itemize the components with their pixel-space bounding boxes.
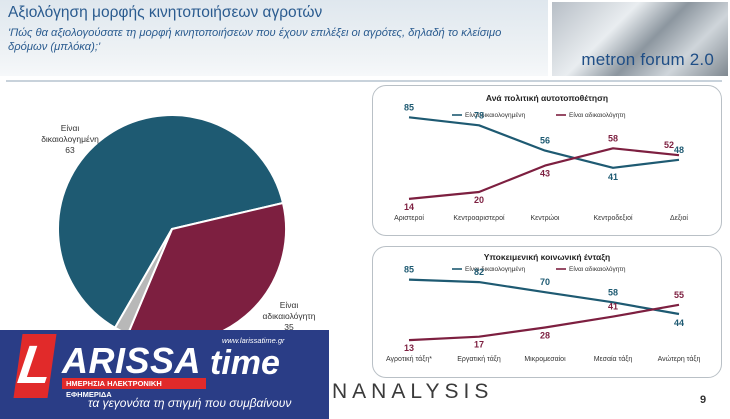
- forum-logo-label: metron forum 2.0: [581, 50, 714, 69]
- chart1-legend-unjustified-label: Είναι αδικαιολόγητη: [569, 111, 626, 119]
- chart2-legend-justified-label: Είναι δικαιολογημένη: [465, 265, 525, 273]
- chart1-data-label: 20: [474, 195, 484, 205]
- chart2-legend: Είναι δικαιολογημένη Είναι αδικαιολόγητη: [452, 265, 626, 273]
- chart2-category-label: Μεσαία τάξη: [594, 355, 633, 363]
- chart1-data-label: 14: [404, 202, 414, 212]
- chart2-data-label: 82: [474, 267, 484, 277]
- chart1-category-label: Κεντροδεξιοί: [593, 214, 633, 222]
- chart1-data-label: 78: [474, 110, 484, 120]
- logo-tagline: τα γεγονότα τη στιγμή που συμβαίνουν: [88, 396, 292, 410]
- chart2-data-label: 70: [540, 277, 550, 287]
- chart1-category-label: Κεντροαριστεροί: [453, 214, 505, 222]
- logo-time-text: time: [210, 344, 280, 382]
- chart1-data-label: 48: [674, 145, 684, 155]
- slide-header: Αξιολόγηση μορφής κινητοποιήσεων αγροτών…: [0, 0, 730, 88]
- pie-chart: Είναι δικαιολογημένη 63 Είναι αδικαιολόγ…: [41, 114, 316, 334]
- pie-label-unjustified-line1: Είναι: [280, 300, 299, 310]
- political-position-panel: Ανά πολιτική αυτοτοποθέτηση Είναι δικαιο…: [372, 85, 722, 236]
- logo-letter: L: [13, 334, 57, 398]
- pie-label-unjustified: Είναι αδικαιολόγητη 35: [263, 300, 316, 332]
- chart1-data-label: 85: [404, 102, 414, 112]
- chart1-legend: Είναι δικαιολογημένη Είναι αδικαιολόγητη: [452, 111, 626, 119]
- chart2-category-label: Αγροτική τάξη*: [386, 355, 432, 363]
- chart2-series-justified-line: [408, 278, 680, 316]
- logo-url: www.larissatime.gr: [222, 336, 285, 345]
- logo-main-text: ARISSA: [62, 340, 202, 381]
- logo-band: ΗΜΕΡΗΣΙΑ ΗΛΕΚΤΡΟΝΙΚΗ ΕΦΗΜΕΡΙΔΑ: [62, 378, 206, 399]
- chart1-series-unjustified-line: [408, 147, 680, 200]
- chart2-title: Υποκειμενική κοινωνική ένταξη: [484, 252, 611, 262]
- chart2-series-unjustified-line: [408, 303, 680, 342]
- chart1-category-label: Αριστεροί: [394, 214, 424, 222]
- chart1-data-label: 52: [664, 140, 674, 150]
- chart1-data-label: 41: [608, 172, 618, 182]
- pie-label-justified-value: 63: [65, 145, 75, 155]
- slide-title: Αξιολόγηση μορφής κινητοποιήσεων αγροτών: [8, 4, 323, 21]
- chart2-data-label: 28: [540, 331, 550, 341]
- chart2-data-label: 85: [404, 265, 414, 275]
- analysis-wordmark: NANALYSIS: [332, 380, 494, 403]
- chart1-legend-justified-label: Είναι δικαιολογημένη: [465, 111, 525, 119]
- chart1-category-label: Δεξιοί: [670, 214, 688, 222]
- header-divider: [6, 80, 722, 82]
- chart1-series-justified-line: [408, 116, 680, 169]
- chart2-data-label: 58: [608, 287, 618, 297]
- pie-slice-justified: [57, 114, 285, 330]
- pie-label-justified-line1: Είναι: [61, 123, 80, 133]
- social-class-panel: Υποκειμενική κοινωνική ένταξη Είναι δικα…: [372, 246, 722, 378]
- pie-label-justified: Είναι δικαιολογημένη 63: [41, 123, 99, 155]
- chart2-category-label: Ανώτερη τάξη: [658, 355, 701, 363]
- chart2-data-label: 41: [608, 302, 618, 312]
- chart2-legend-unjustified-label: Είναι αδικαιολόγητη: [569, 265, 626, 273]
- chart1-title: Ανά πολιτική αυτοτοποθέτηση: [486, 93, 608, 103]
- chart1-category-label: Κεντρώοι: [531, 214, 560, 222]
- larissatime-logo: L ARISSA time www.larissatime.gr ΗΜΕΡΗΣΙ…: [0, 330, 329, 419]
- page-number: 9: [700, 394, 707, 406]
- slide-subtitle: 'Πώς θα αξιολογούσατε τη μορφή κινητοποι…: [8, 27, 502, 53]
- pie-label-justified-line2: δικαιολογημένη: [41, 134, 99, 144]
- pie-slice-unjustified: [126, 201, 288, 334]
- chart2-data-label: 55: [674, 290, 684, 300]
- political-position-line-chart: Ανά πολιτική αυτοτοποθέτηση Είναι δικαιο…: [394, 93, 688, 222]
- header-background: [0, 0, 548, 76]
- chart1-data-label: 58: [608, 133, 618, 143]
- chart1-data-label: 43: [540, 169, 550, 179]
- chart1-data-label: 56: [540, 136, 550, 146]
- chart2-category-label: Εργατική τάξη: [457, 355, 501, 363]
- chart2-data-label: 44: [674, 318, 684, 328]
- forum-logo-image: metron forum 2.0: [552, 2, 728, 76]
- pie-label-unjustified-line2: αδικαιολόγητη: [263, 311, 316, 321]
- chart2-category-label: Μικρομεσαίοι: [524, 355, 566, 363]
- pie-label-unjustified-value: 35: [284, 322, 294, 332]
- chart2-data-label: 17: [474, 340, 484, 350]
- chart2-data-label: 13: [404, 343, 414, 353]
- social-class-line-chart: Υποκειμενική κοινωνική ένταξη Είναι δικα…: [386, 252, 701, 363]
